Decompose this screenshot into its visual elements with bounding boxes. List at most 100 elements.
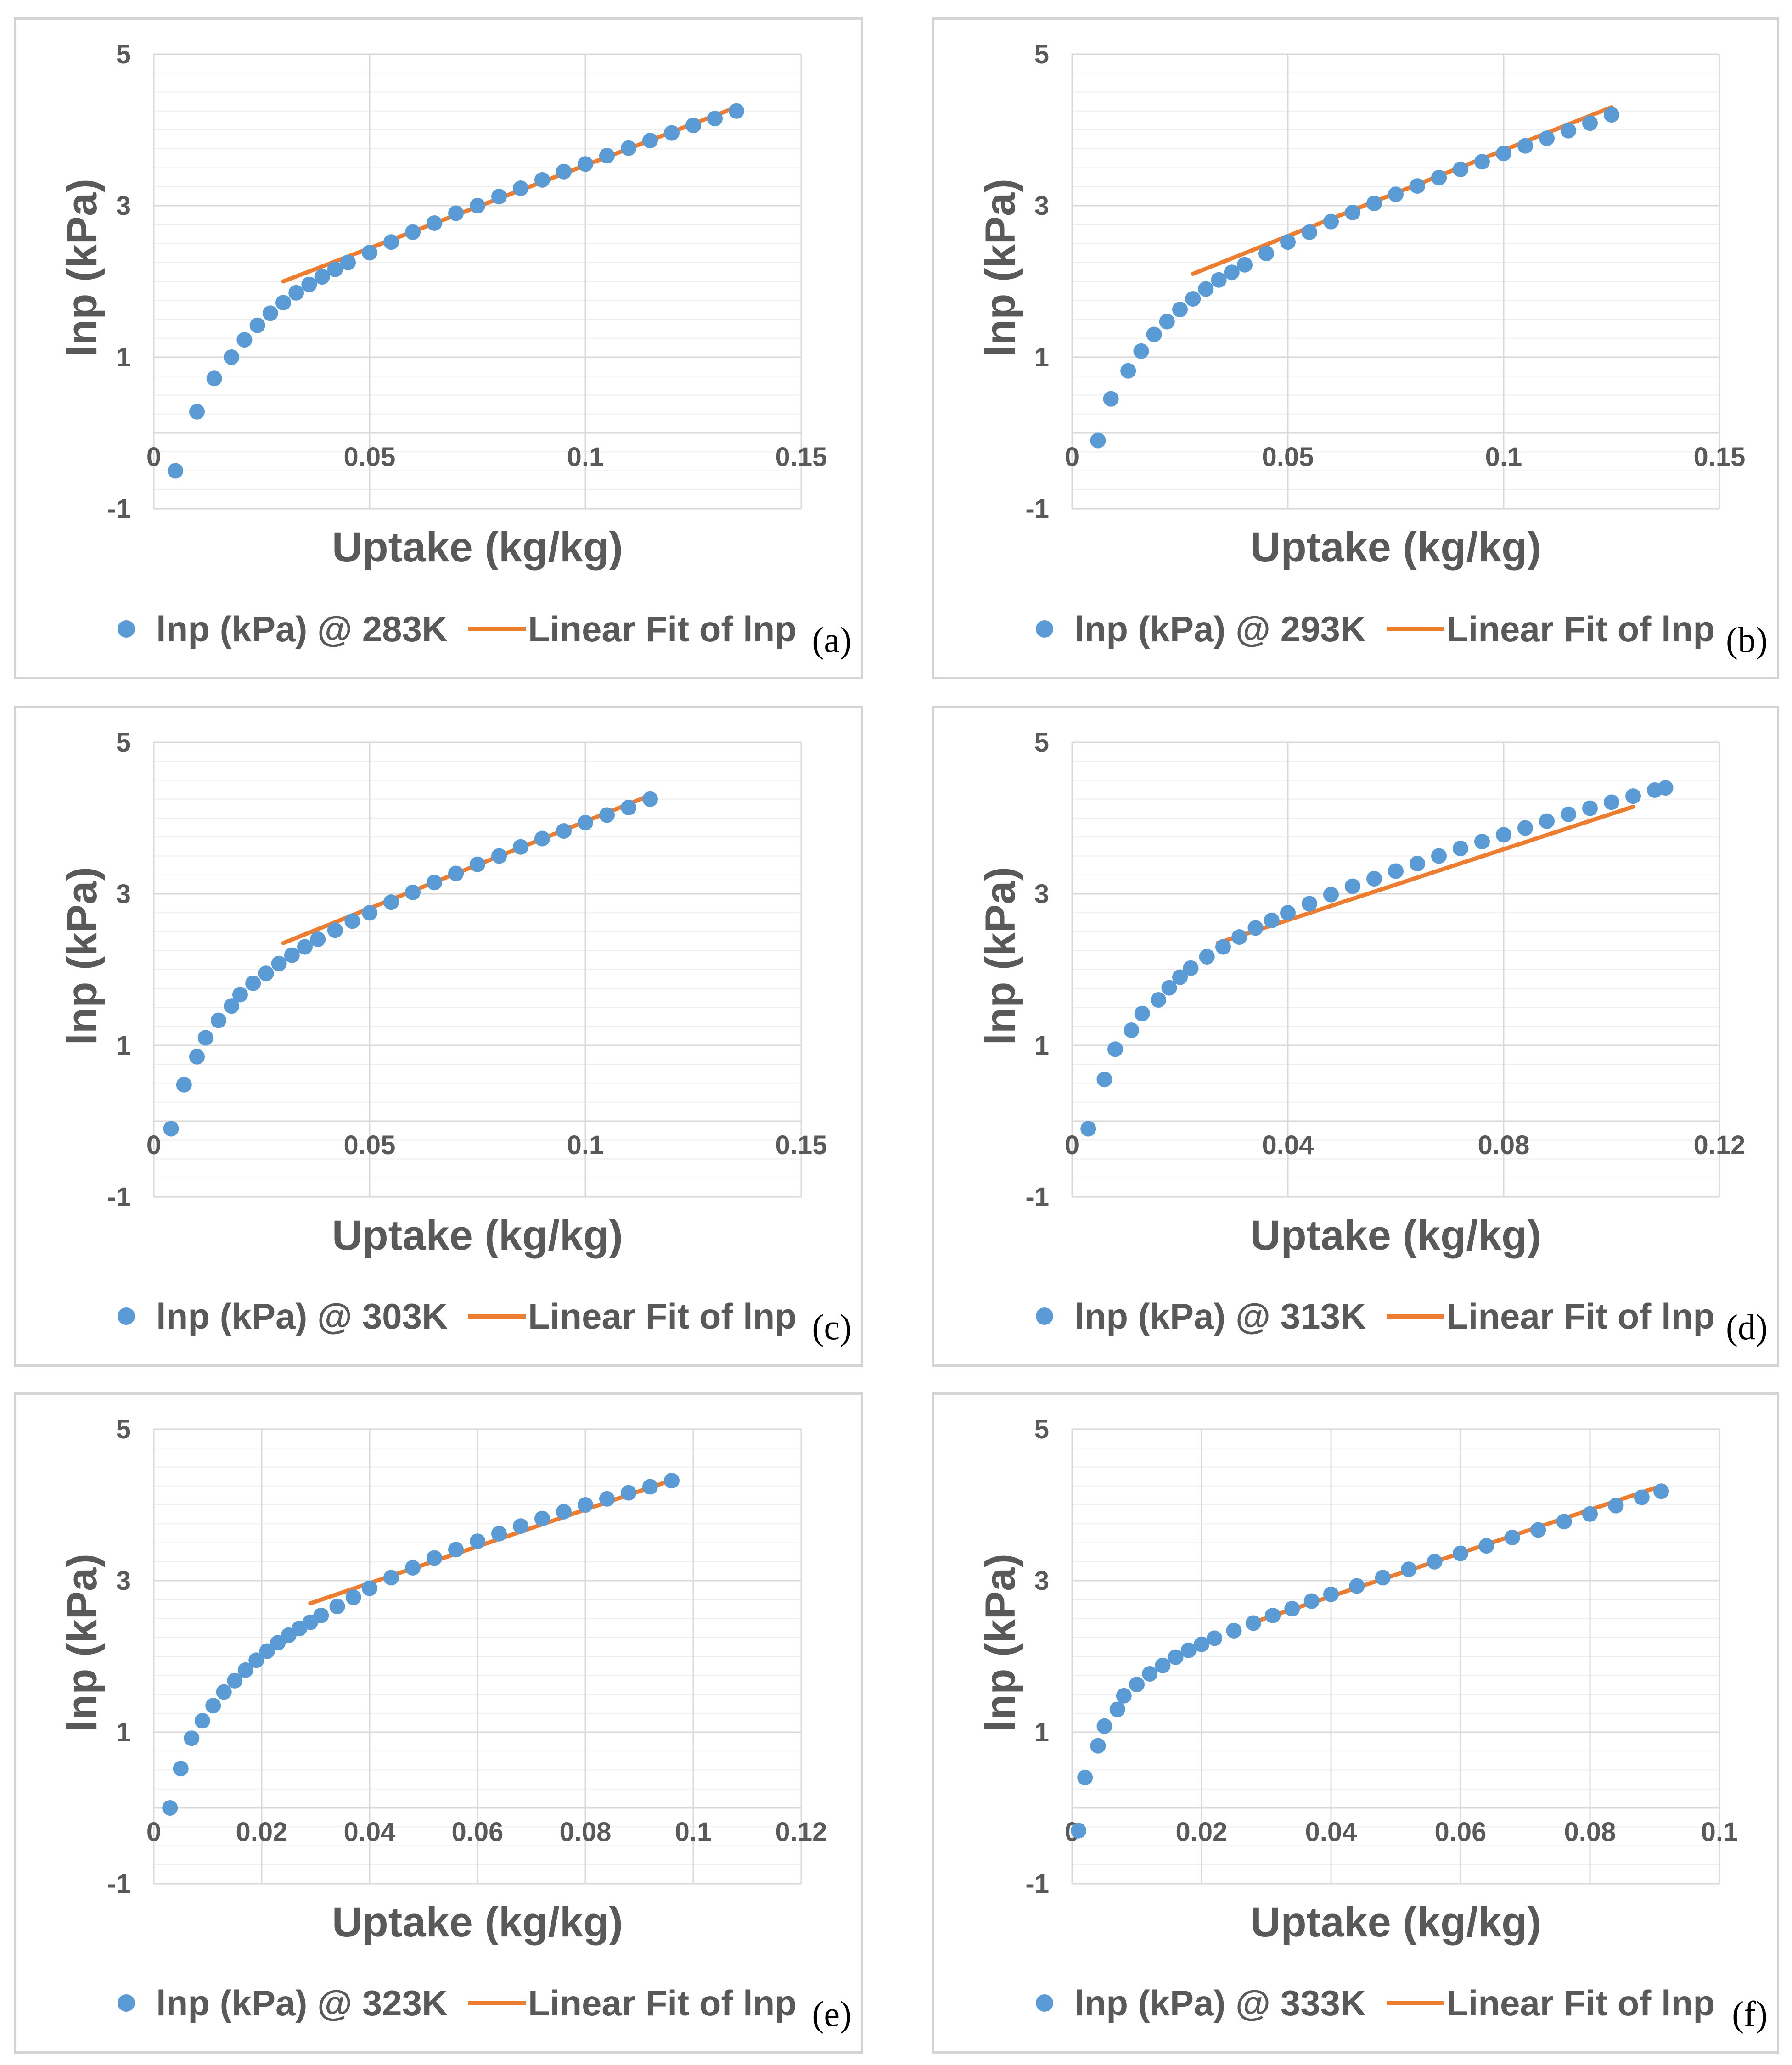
legend-line-label: Linear Fit of lnp [1446,1296,1715,1336]
data-point [1625,788,1641,804]
data-point [405,1560,421,1576]
x-tick-label: 0.02 [236,1817,288,1847]
data-point [1090,432,1106,449]
y-tick-label: -1 [107,1182,131,1212]
x-axis-title: Uptake (kg/kg) [332,1899,623,1946]
data-point [1146,326,1162,342]
data-point [427,875,442,891]
data-point [405,884,421,900]
y-tick-label: -1 [1025,1869,1049,1899]
data-point [642,1479,658,1495]
data-point [211,1012,226,1028]
x-axis-title: Uptake (kg/kg) [332,1212,623,1259]
data-point [1303,1593,1320,1609]
data-point [1077,1770,1093,1785]
data-point [1183,960,1199,976]
x-tick-label: 0.05 [344,1130,396,1160]
x-tick-label: 0.12 [775,1817,827,1847]
x-tick-label: 0.04 [1262,1130,1314,1160]
data-point [1582,115,1598,131]
panel-label: (b) [1726,620,1768,660]
data-point [1431,848,1447,864]
legend-scatter-label: lnp (kPa) @ 303K [156,1296,448,1336]
y-tick-label: 3 [1034,1566,1049,1596]
data-point [383,1570,399,1586]
data-point [163,1121,179,1137]
data-point [1474,154,1490,170]
data-point [1172,969,1188,985]
x-tick-label: 0.1 [1701,1817,1738,1847]
data-point [1247,920,1264,936]
data-point [1120,363,1136,379]
x-axis-title: Uptake (kg/kg) [1250,1212,1541,1259]
data-point [245,975,261,991]
y-tick-label: 3 [1034,879,1049,909]
x-tick-label: 0.1 [675,1817,712,1847]
y-tick-label: 3 [116,1566,131,1596]
y-tick-label: -1 [107,494,131,524]
legend-scatter-label: lnp (kPa) @ 323K [156,1983,448,2023]
data-point [224,998,240,1014]
data-point [427,215,442,231]
y-tick-label: 3 [116,879,131,909]
data-point [1504,1529,1520,1545]
chart-panel-b: 0 0.05 0.1 0.15 5 3 1 -1 Uptake (kg/kg) lnp (kPa)… [932,17,1779,679]
y-tick-label: 5 [116,728,131,758]
x-tick-label: 0.15 [775,1130,827,1160]
data-point [340,254,356,270]
data-point [1172,302,1188,318]
data-point [1517,138,1533,154]
data-point [513,1518,528,1534]
legend-scatter-label: lnp (kPa) @ 313K [1074,1296,1366,1336]
x-axis-title: Uptake (kg/kg) [1250,1899,1541,1946]
data-point [1231,929,1247,945]
data-point [1388,863,1404,879]
y-axis-title: lnp (kPa) [59,1554,106,1732]
x-axis-title: Uptake (kg/kg) [332,524,623,571]
data-point [1539,130,1555,146]
data-point [216,1684,232,1700]
data-point [1265,1607,1281,1623]
data-point [599,807,615,823]
data-point [176,1077,192,1093]
data-point [1375,1570,1391,1586]
data-point [1284,1601,1300,1617]
data-point [362,1580,377,1596]
data-point [556,823,572,839]
x-tick-label: 0.04 [344,1817,396,1847]
data-point [288,285,304,301]
chart-panel-c: 0 0.05 0.1 0.15 5 3 1 -1 Uptake (kg/kg) lnp (kPa)… [14,706,863,1367]
data-point [362,905,377,921]
data-point [1582,1506,1598,1522]
legend-scatter-label: lnp (kPa) @ 293K [1074,609,1366,649]
data-point [189,404,205,420]
data-point [1453,1545,1468,1561]
x-axis-title: Uptake (kg/kg) [1250,524,1541,571]
x-tick-label: 0.08 [1478,1130,1530,1160]
data-point [189,1049,205,1065]
data-point [1215,939,1231,955]
x-tick-label: 0.02 [1176,1817,1228,1847]
legend-line-label: Linear Fit of lnp [528,609,797,649]
legend-scatter-marker [1036,1994,1053,2012]
x-tick-label: 0.1 [567,442,604,472]
data-point [173,1761,189,1777]
data-point [1080,1121,1096,1137]
legend-line-label: Linear Fit of lnp [528,1983,797,2023]
legend-scatter-marker [1036,620,1053,638]
legend-scatter-label: lnp (kPa) @ 283K [156,609,448,649]
legend-scatter-marker [1036,1307,1053,1325]
data-point [1180,1642,1197,1658]
data-point [1133,343,1149,359]
data-point [556,163,572,180]
data-point [664,1473,680,1489]
data-point [491,848,507,864]
data-point [1237,257,1253,273]
data-point [448,1542,464,1558]
panel-label: (c) [812,1307,852,1347]
data-point [297,939,313,955]
data-point [205,1698,221,1714]
data-point [345,1589,361,1605]
data-point [513,180,528,196]
data-point [534,830,550,847]
